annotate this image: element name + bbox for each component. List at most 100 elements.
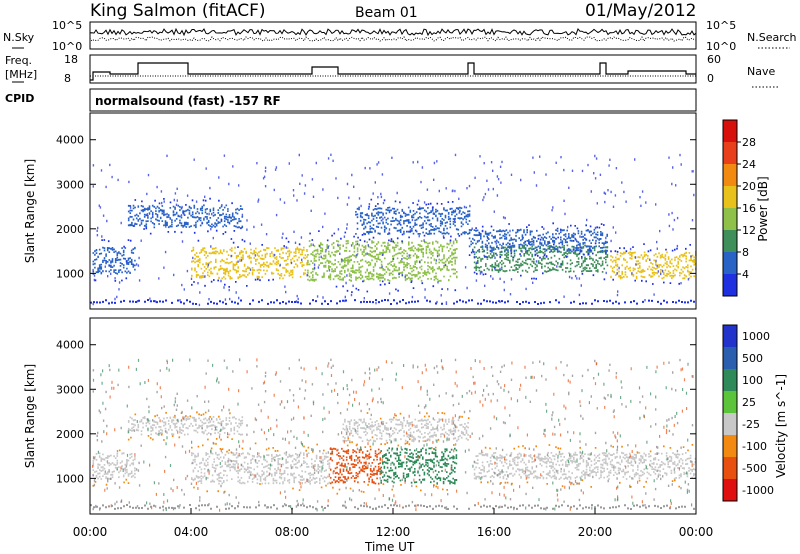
nave-label: Nave [747,65,775,78]
colorbar-tick-1: 500 [742,352,763,365]
nsky-tick-bottom: 10^0 [52,40,82,53]
colorbar-cell-3 [723,391,737,414]
velocity-ylabel: Slant Range [km] [23,364,37,468]
nsearch-tick-bottom: 10^0 [706,40,736,53]
colorbar-cell-0 [723,325,737,348]
echo-band-2-cells [329,447,382,485]
echo-band-1-cells [191,246,308,280]
echo-band-0 [92,449,136,487]
y-tick-label-0: 1000 [56,267,84,280]
echo-band-5-cells [127,204,244,229]
station-title: King Salmon (fitACF) [90,1,266,21]
echo-band-0-cells [92,452,136,480]
colorbar-cell-5 [723,230,737,253]
nave-tick-bottom: 0 [707,72,714,85]
nsky-tick-top: 10^5 [52,19,82,32]
y-tick-label-2: 3000 [56,178,84,191]
colorbar-cell-7 [723,274,737,297]
echo-band-7 [468,222,608,259]
freq-label: Freq. [5,54,32,67]
beam-label: Beam 01 [355,5,418,21]
echo-band-7-cells [468,228,608,253]
velocity-cbar-label: Velocity [m s^-1] [774,374,788,478]
power-ylabel: Slant Range [km] [23,159,37,263]
nsearch-label: N.Search [747,31,797,44]
power-data [90,153,697,307]
colorbar-tick-4: -25 [742,418,760,431]
velocity-data [90,358,697,512]
colorbar-cell-7 [723,479,737,502]
echo-band-4 [610,243,697,285]
power-panel: 1000 2000 3000 4000 Slant Range [km] 4 8 12 16… [23,112,770,310]
echo-band-5 [127,197,244,235]
echo-band-4-fringe [480,444,694,488]
echo-band-2 [329,436,382,495]
colorbar-cell-1 [723,142,737,165]
colorbar-tick-6: 28 [742,136,756,149]
nsearch-tick-top: 10^5 [706,19,736,32]
echo-band-6-cells [355,206,471,235]
colorbar-cell-6 [723,252,737,275]
x-tick-label-4: 16:00 [477,525,512,539]
echo-band-6 [355,198,471,243]
x-tick-label-5: 20:00 [578,525,613,539]
cpid-strip: CPID normalsound (fast) -157 RF [5,88,697,112]
velocity-colorbar: 1000 500 100 25 -25 -100 -500 -1000 [722,324,774,502]
freq-strip: Freq. [MHz] 18 8 60 0 Nave [5,53,780,88]
x-tick-label-3: 12:00 [376,525,411,539]
y-tick-label-1: 2000 [56,223,84,236]
colorbar-cell-0 [723,120,737,143]
freq-frame [89,54,697,84]
colorbar-tick-0: 1000 [742,330,770,343]
y-tick-label-1: 2000 [56,428,84,441]
nsky-strip: N.Sky 10^5 10^0 10^5 10^0 N.Search [3,19,797,53]
velocity-y-axis: 1000 2000 3000 4000 [56,339,696,485]
colorbar-cell-2 [723,164,737,187]
nsky-trace [89,27,697,46]
nsky-frame [89,21,697,50]
echo-band-5 [127,411,244,441]
power-cbar-label: Power [dB] [756,176,770,241]
colorbar-tick-7: -1000 [742,484,774,497]
nsky-label: N.Sky [3,31,35,44]
colorbar-cell-2 [723,369,737,392]
colorbar-cell-1 [723,347,737,370]
colorbar-tick-5: 24 [742,158,756,171]
echo-band-3 [380,438,458,492]
echo-band-1 [191,442,332,493]
nsearch-trace [89,36,697,46]
echo-band-3-cells [380,447,458,485]
echo-band-1 [191,237,308,288]
echo-band-6-cells [342,418,469,443]
colorbar-tick-1: 8 [742,246,749,259]
power-y-axis: 1000 2000 3000 4000 [56,134,696,280]
colorbar-cell-4 [723,413,737,436]
echo-band-4 [473,444,697,488]
colorbar-tick-6: -500 [742,462,767,475]
y-tick-label-3: 4000 [56,339,84,352]
echo-band-5-cells [127,416,244,436]
ground-scatter [90,504,695,510]
freq-tick-top: 18 [64,53,78,66]
colorbar-cell-4 [723,208,737,231]
cpid-text: normalsound (fast) -157 RF [95,94,281,108]
x-tick-label-6: 00:00 [679,525,714,539]
echo-band-4-cells [473,451,697,480]
y-tick-label-3: 4000 [56,134,84,147]
power-colorbar: 4 8 12 16 20 24 28 [722,119,756,297]
echo-band-4-cells [610,251,697,280]
colorbar-tick-3: 25 [742,396,756,409]
ground-scatter [90,299,695,305]
power-plot-frame [89,112,697,310]
echo-band-6 [342,412,470,449]
colorbar-tick-2: 100 [742,374,763,387]
x-tick-label-2: 08:00 [275,525,310,539]
y-tick-label-0: 1000 [56,472,84,485]
echo-band-7-fringe [468,222,607,259]
colorbar-cell-3 [723,186,737,209]
x-tick-label-0: 00:00 [73,525,108,539]
colorbar-tick-2: 12 [742,224,756,237]
colorbar-cell-6 [723,457,737,480]
colorbar-tick-3: 16 [742,202,756,215]
